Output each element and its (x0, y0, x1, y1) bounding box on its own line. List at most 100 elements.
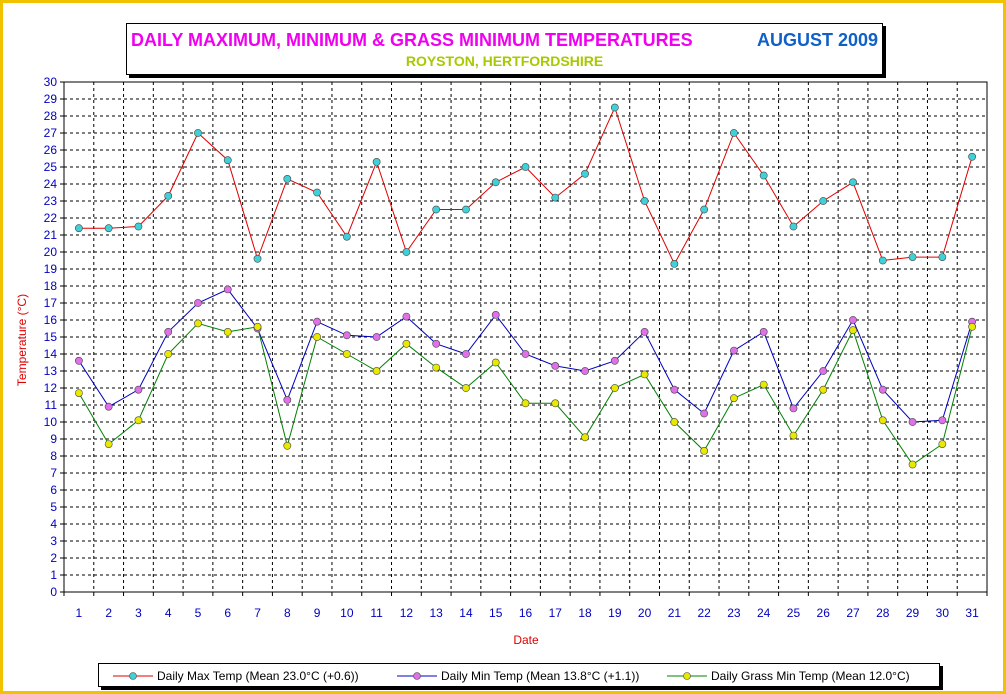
x-tick-label: 10 (340, 606, 354, 620)
data-point-s0 (432, 205, 441, 214)
data-point-s2 (700, 446, 709, 455)
data-point-s0 (670, 259, 679, 268)
y-tick-label: 27 (44, 126, 58, 140)
data-point-s2 (968, 322, 977, 331)
data-point-s2 (432, 363, 441, 372)
y-axis-title: Temperature (°C) (15, 294, 29, 386)
legend: Daily Max Temp (Mean 23.0°C (+0.6)) Dail… (98, 663, 940, 687)
y-tick-label: 21 (44, 228, 58, 242)
data-point-s1 (104, 402, 113, 411)
data-point-s1 (283, 395, 292, 404)
x-tick-label: 12 (400, 606, 414, 620)
tick-labels: 0123456789101112131415161718192021222324… (44, 75, 979, 620)
data-point-s2 (789, 431, 798, 440)
data-point-s0 (74, 224, 83, 233)
plot-border (63, 81, 988, 593)
y-tick-label: 8 (50, 449, 57, 463)
y-tick-label: 14 (44, 347, 58, 361)
axes (60, 81, 988, 596)
data-point-s1 (789, 404, 798, 413)
data-point-s1 (908, 418, 917, 426)
data-point-s2 (491, 358, 500, 367)
y-tick-label: 24 (44, 177, 58, 191)
data-point-s2 (938, 440, 947, 448)
grid-lines (64, 82, 987, 592)
y-tick-label: 26 (44, 143, 58, 157)
data-point-s1 (372, 333, 381, 341)
x-tick-label: 19 (608, 606, 622, 620)
data-point-s2 (521, 399, 530, 408)
data-point-s0 (610, 103, 619, 112)
data-point-s0 (104, 224, 113, 233)
x-tick-label: 17 (549, 606, 563, 620)
data-point-s1 (194, 299, 202, 307)
data-point-s2 (74, 389, 83, 397)
data-point-s2 (640, 370, 649, 379)
legend-label-min: Daily Min Temp (Mean 13.8°C (+1.1)) (441, 669, 640, 683)
data-point-s2 (313, 333, 321, 341)
x-tick-label: 1 (76, 606, 83, 620)
data-point-s1 (878, 385, 887, 394)
data-point-s2 (194, 319, 202, 328)
x-tick-label: 27 (846, 606, 860, 620)
data-point-s2 (372, 367, 381, 375)
data-point-s1 (223, 285, 232, 294)
x-tick-label: 30 (936, 606, 950, 620)
legend-swatch-max (113, 672, 153, 680)
data-point-s0 (134, 222, 143, 231)
data-point-s2 (581, 433, 589, 442)
chart-plot: 0123456789101112131415161718192021222324… (15, 75, 988, 647)
data-point-s0 (253, 254, 262, 263)
data-point-s2 (759, 380, 768, 389)
data-point-s2 (670, 418, 679, 426)
y-tick-label: 4 (50, 517, 57, 531)
y-tick-label: 22 (44, 211, 58, 225)
data-point-s2 (104, 440, 113, 448)
y-tick-label: 16 (44, 313, 58, 327)
data-point-s1 (342, 331, 351, 340)
x-tick-label: 20 (638, 606, 652, 620)
data-point-s1 (74, 356, 83, 365)
data-point-s2 (134, 416, 143, 425)
x-tick-label: 6 (224, 606, 231, 620)
x-tick-label: 25 (787, 606, 801, 620)
data-point-s1 (402, 312, 411, 321)
y-tick-label: 11 (45, 398, 58, 412)
chart-title: DAILY MAXIMUM, MINIMUM & GRASS MINIMUM T… (131, 30, 693, 50)
data-point-s1 (551, 361, 560, 370)
data-point-s0 (849, 178, 857, 187)
x-tick-label: 22 (697, 606, 711, 620)
legend-swatch-grass (667, 672, 707, 680)
x-tick-label: 31 (965, 606, 979, 620)
data-point-s0 (283, 174, 292, 183)
data-point-s2 (223, 327, 232, 336)
x-tick-label: 24 (757, 606, 771, 620)
x-tick-label: 23 (727, 606, 741, 620)
data-point-s0 (372, 157, 381, 166)
x-tick-label: 9 (314, 606, 321, 620)
x-tick-label: 14 (459, 606, 473, 620)
data-point-s1 (610, 356, 619, 365)
data-point-s0 (342, 232, 351, 241)
y-tick-label: 9 (50, 432, 57, 446)
data-point-s0 (581, 169, 589, 178)
data-point-s1 (730, 346, 738, 355)
y-tick-label: 12 (44, 381, 58, 395)
data-point-s1 (938, 416, 947, 425)
y-tick-label: 13 (44, 364, 58, 378)
data-point-s0 (700, 205, 709, 214)
data-point-s0 (402, 248, 411, 256)
data-point-s2 (253, 322, 262, 331)
series-lines (74, 103, 977, 469)
data-point-s2 (878, 416, 887, 425)
data-point-s0 (968, 152, 977, 161)
data-point-s1 (521, 350, 530, 358)
y-tick-label: 7 (50, 466, 57, 480)
data-point-s2 (164, 350, 173, 358)
y-tick-label: 18 (44, 279, 58, 293)
data-point-s0 (551, 193, 560, 202)
x-tick-label: 15 (489, 606, 503, 620)
x-tick-label: 29 (906, 606, 920, 620)
chart-subtitle: ROYSTON, HERTFORDSHIRE (405, 53, 604, 69)
legend-swatch-min (397, 672, 437, 680)
